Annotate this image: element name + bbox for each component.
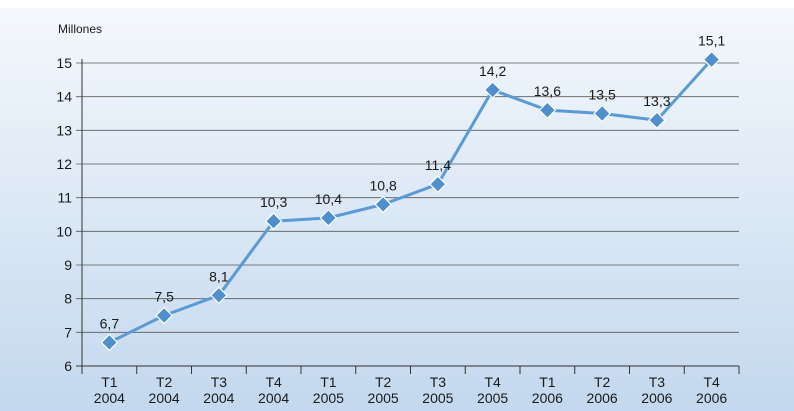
x-tick-label: T3 2004 <box>203 374 234 406</box>
series <box>100 50 721 352</box>
gridlines <box>76 62 739 333</box>
y-tick-label: 11 <box>57 190 72 206</box>
axes <box>76 59 740 374</box>
x-tick-label: T2 2006 <box>587 374 618 406</box>
data-point-marker <box>702 50 721 69</box>
x-tick-label: T3 2005 <box>422 374 453 406</box>
y-tick-label: 15 <box>56 55 72 71</box>
data-point-marker <box>374 195 392 214</box>
data-label: 10,4 <box>315 191 342 207</box>
y-tick-label: 10 <box>56 223 72 239</box>
y-tick-label: 13 <box>56 122 72 138</box>
data-point-marker <box>210 286 228 305</box>
x-tick-labels: T1 2004 T2 2004 T3 2004 T4 2004 T1 2005 T2 2005 T3 20… <box>94 374 728 406</box>
data-label: 8,1 <box>209 268 229 284</box>
y-tick-label: 9 <box>64 257 72 273</box>
data-label: 11,4 <box>425 157 451 173</box>
data-point-marker <box>319 209 338 227</box>
data-label: 13,6 <box>534 83 561 99</box>
data-label: 13,5 <box>589 87 616 103</box>
y-tick-labels: 6 7 8 9 10 11 12 13 14 15 <box>56 55 72 374</box>
x-tick-label: T4 2004 <box>258 374 289 406</box>
data-label: 10,3 <box>260 194 287 210</box>
data-labels: 6,7 7,5 8,1 10,3 10,4 10,8 11,4 14,2 13,6 13,5 13,… <box>100 33 726 332</box>
data-label: 7,5 <box>154 289 174 305</box>
y-tick-label: 7 <box>64 324 72 340</box>
data-point-marker <box>100 333 119 352</box>
data-label: 14,2 <box>479 63 506 79</box>
data-point-marker <box>483 81 502 99</box>
data-point-marker <box>264 212 283 231</box>
x-tick-label: T1 2005 <box>313 374 344 406</box>
series-line <box>108 58 713 344</box>
x-tick-label: T4 2005 <box>477 374 508 406</box>
x-tick-label: T1 2004 <box>94 374 125 406</box>
data-point-marker <box>593 104 611 123</box>
y-tick-label: 12 <box>56 156 72 172</box>
y-tick-label: 14 <box>56 89 72 105</box>
data-point-marker <box>538 101 557 119</box>
x-tick-label: T2 2004 <box>149 374 180 406</box>
x-tick-label: T4 2006 <box>696 374 727 406</box>
data-label: 6,7 <box>100 315 120 331</box>
y-tick-label: 6 <box>64 358 72 374</box>
y-tick-label: 8 <box>64 291 72 307</box>
y-axis-unit-label: Millones <box>58 22 102 36</box>
x-tick-label: T2 2005 <box>368 374 399 406</box>
data-point-marker <box>155 306 173 325</box>
data-point-marker <box>648 111 666 130</box>
x-tick-label: T3 2006 <box>641 374 672 406</box>
data-point-marker <box>429 175 447 194</box>
chart-background <box>0 8 794 411</box>
data-label: 13,3 <box>643 93 670 109</box>
data-label: 15,1 <box>698 33 725 49</box>
x-tick-label: T1 2006 <box>532 374 563 406</box>
data-label: 10,8 <box>370 177 397 193</box>
